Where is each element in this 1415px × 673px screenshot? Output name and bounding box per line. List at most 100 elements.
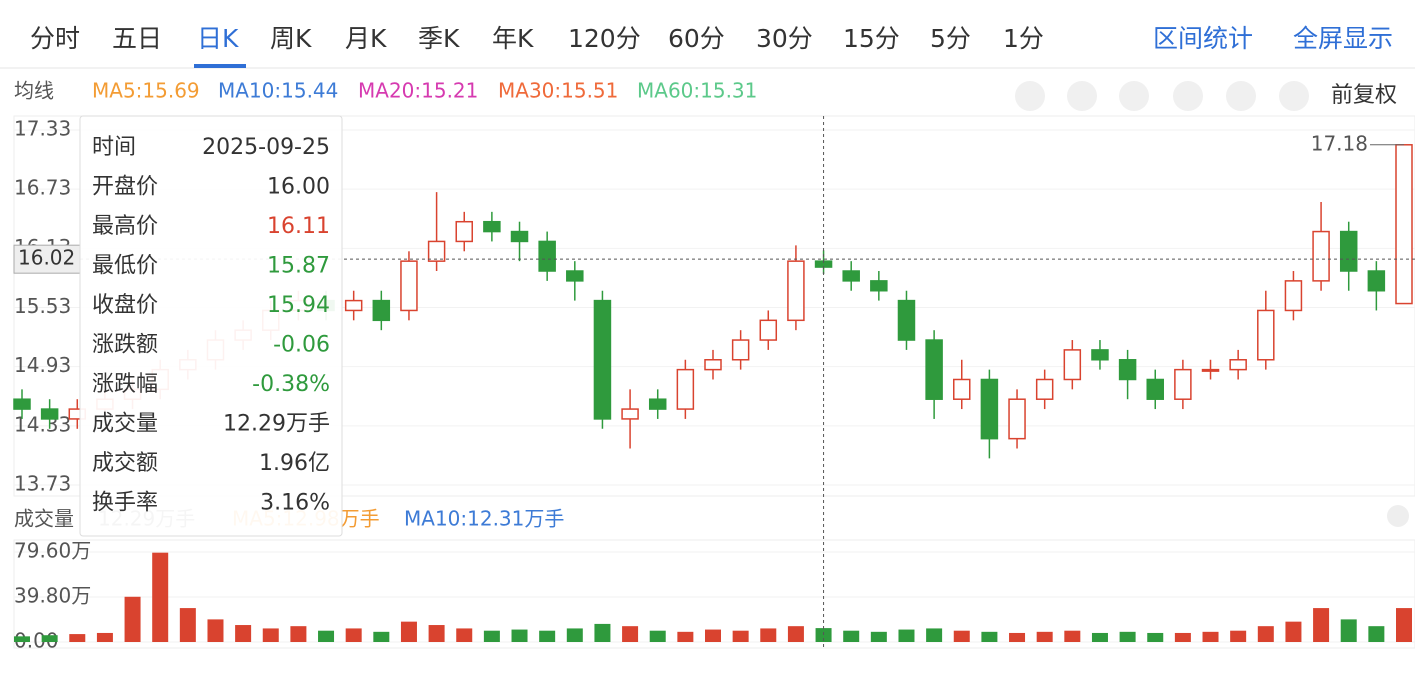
period-tab[interactable]: 月K — [345, 24, 387, 53]
volume-bar — [345, 628, 362, 642]
tooltip-value: 16.11 — [267, 214, 330, 239]
period-tab[interactable]: 年K — [492, 24, 534, 53]
ma-label: 均线 — [14, 79, 54, 103]
candle-body — [1257, 309, 1275, 361]
volume-bar — [1230, 630, 1247, 642]
ma-legend-item: MA60:15.31 — [637, 79, 757, 103]
volume-bar — [760, 628, 777, 642]
candle-body — [400, 260, 418, 312]
volume-bar — [1064, 630, 1081, 642]
volume-bar — [400, 621, 417, 642]
toolbar-button[interactable] — [1279, 81, 1309, 111]
candle-body — [372, 299, 391, 322]
volume-bar — [511, 629, 528, 642]
candle-body — [40, 408, 59, 420]
tooltip-value: 15.94 — [267, 293, 330, 318]
volume-bar — [262, 628, 279, 642]
toolbar-button[interactable] — [1015, 81, 1045, 111]
candle-body — [593, 299, 612, 420]
volume-bar — [96, 632, 113, 642]
tooltip-key: 时间 — [92, 135, 136, 160]
volume-bar — [953, 630, 970, 642]
action-link[interactable]: 区间统计 — [1153, 24, 1253, 53]
candle-body — [842, 270, 860, 282]
price-panel — [13, 115, 1415, 497]
ma-legend-item: MA20:15.21 — [358, 79, 478, 103]
volume-bar — [815, 628, 832, 642]
volume-bar — [677, 631, 694, 642]
volume-bar — [207, 619, 224, 642]
active-tab-underline — [194, 64, 246, 68]
candle-body — [483, 220, 501, 233]
candle-body — [676, 368, 695, 410]
y-tick-label: 13.73 — [14, 472, 71, 496]
close-button[interactable] — [1387, 505, 1409, 527]
volume-bar — [1313, 608, 1330, 642]
volume-bar — [870, 631, 887, 642]
crosshair-label: 16.02 — [18, 246, 75, 270]
candle-body — [1201, 368, 1220, 372]
volume-bar — [705, 629, 721, 642]
volume-bar — [926, 628, 943, 642]
candle-body — [344, 299, 363, 312]
candle-body — [1174, 368, 1192, 400]
candle-body — [455, 220, 473, 243]
volume-bar — [41, 635, 58, 642]
action-link[interactable]: 全屏显示 — [1293, 24, 1393, 53]
volume-bar — [124, 596, 141, 642]
volume-bar — [981, 631, 998, 642]
period-tab[interactable]: 1分 — [1003, 24, 1044, 53]
candle-body — [510, 230, 529, 243]
volume-bar — [1340, 619, 1357, 642]
period-tab[interactable]: 30分 — [756, 24, 813, 53]
period-tab[interactable]: 五日 — [112, 24, 162, 53]
max-price-label: 17.18 — [1311, 131, 1368, 155]
toolbar-button[interactable] — [1119, 81, 1149, 111]
period-tab[interactable]: 15分 — [843, 24, 900, 53]
candle-body — [1229, 359, 1247, 371]
adjust-mode[interactable]: 前复权 — [1331, 83, 1397, 108]
candle-body — [1146, 378, 1164, 400]
candle-body — [1091, 349, 1109, 361]
period-tab[interactable]: 日K — [197, 24, 239, 53]
candle-body — [897, 299, 916, 341]
toolbar-button[interactable] — [1173, 81, 1203, 111]
tooltip-key: 成交量 — [92, 412, 158, 437]
period-tab[interactable]: 60分 — [668, 24, 725, 53]
toolbar-button[interactable] — [1067, 81, 1097, 111]
toolbar-button[interactable] — [1226, 81, 1256, 111]
volume-bar — [235, 625, 252, 642]
tooltip-key: 涨跌幅 — [92, 372, 158, 397]
tooltip-key: 最高价 — [92, 214, 158, 239]
candle-body — [953, 378, 971, 400]
candle-body — [621, 408, 639, 420]
volume-bar — [594, 623, 611, 642]
period-tab[interactable]: 分时 — [30, 24, 80, 53]
tooltip-key: 开盘价 — [92, 175, 158, 200]
volume-bar — [843, 630, 860, 642]
period-tab[interactable]: 季K — [418, 24, 460, 53]
candle-body — [1284, 280, 1303, 312]
candle-body — [538, 240, 556, 272]
volume-tick-label: 39.80万 — [14, 584, 91, 608]
volume-bar — [456, 628, 473, 642]
volume-bar — [290, 626, 307, 642]
period-tab[interactable]: 周K — [270, 24, 312, 53]
volume-bar — [1119, 631, 1136, 642]
volume-bar — [373, 631, 390, 642]
volume-bar — [152, 552, 169, 642]
period-tab[interactable]: 5分 — [930, 24, 971, 53]
candle-body — [648, 398, 667, 410]
volume-bar — [1174, 632, 1191, 642]
period-tab[interactable]: 120分 — [568, 24, 641, 53]
candle-body — [1035, 378, 1054, 400]
volume-panel — [13, 539, 1415, 649]
volume-bar — [1257, 626, 1274, 642]
tooltip-key: 成交额 — [92, 451, 158, 476]
volume-bar — [1091, 632, 1108, 642]
y-tick-label: 16.73 — [14, 176, 71, 200]
volume-bar — [732, 630, 749, 642]
volume-bar — [318, 630, 335, 642]
tooltip-value: 12.29万手 — [223, 412, 330, 437]
ma-legend-item: MA5:15.69 — [92, 79, 200, 103]
